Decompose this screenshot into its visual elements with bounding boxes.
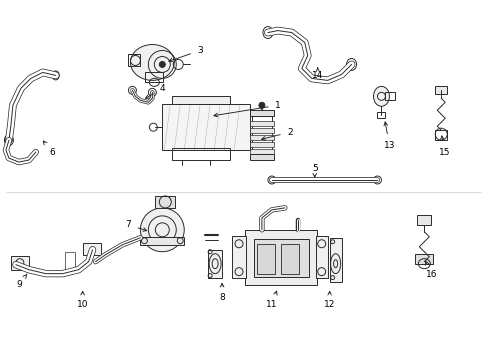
Bar [249, 110, 273, 116]
Text: 5: 5 [311, 163, 317, 177]
Text: 11: 11 [265, 291, 277, 309]
Text: 3: 3 [168, 46, 203, 62]
Bar [11, 256, 29, 270]
Ellipse shape [130, 45, 174, 80]
Bar [145, 72, 163, 82]
Bar [251, 116, 271, 156]
Bar [434, 130, 447, 140]
Text: 7: 7 [125, 220, 146, 231]
Bar [162, 104, 249, 150]
Text: 14: 14 [311, 68, 323, 80]
Bar [249, 154, 273, 160]
Text: 12: 12 [324, 291, 335, 309]
Bar [172, 96, 229, 104]
Text: 9: 9 [16, 274, 27, 289]
Bar [434, 86, 447, 94]
Bar [128, 54, 140, 67]
Text: 4: 4 [145, 84, 165, 98]
Bar [385, 92, 395, 100]
Bar [329, 238, 341, 282]
Text: 13: 13 [383, 122, 394, 150]
Bar [253, 239, 308, 276]
Bar [82, 243, 101, 255]
Bar [377, 112, 385, 118]
Text: 16: 16 [425, 261, 436, 279]
Ellipse shape [373, 86, 388, 106]
Bar [416, 215, 430, 225]
Text: 6: 6 [43, 141, 56, 157]
Ellipse shape [140, 208, 184, 252]
Bar [256, 244, 274, 274]
Ellipse shape [159, 62, 165, 67]
Bar [249, 121, 273, 126]
Bar [249, 135, 273, 140]
Bar [414, 254, 432, 264]
Text: 1: 1 [213, 101, 280, 117]
Bar [64, 252, 75, 272]
Bar [315, 236, 327, 278]
Ellipse shape [259, 102, 264, 108]
Bar [249, 128, 273, 133]
Text: 15: 15 [438, 136, 449, 157]
Text: 10: 10 [77, 291, 88, 309]
Bar [155, 196, 175, 208]
Bar [244, 230, 316, 285]
Bar [232, 236, 245, 278]
Text: 2: 2 [261, 128, 292, 140]
Bar [280, 244, 298, 274]
Bar [172, 148, 229, 160]
Bar [249, 142, 273, 147]
Bar [140, 237, 184, 245]
Text: 8: 8 [219, 283, 224, 302]
Bar [249, 149, 273, 154]
Bar [208, 250, 222, 278]
